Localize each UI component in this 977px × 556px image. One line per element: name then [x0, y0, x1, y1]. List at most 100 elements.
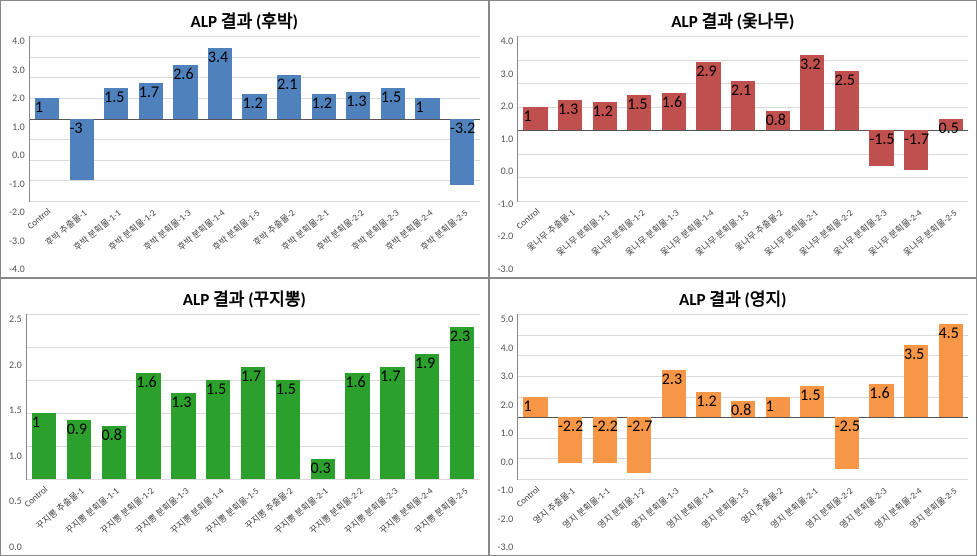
bar: -2.2 [558, 417, 582, 462]
bar: 1.2 [312, 94, 336, 119]
y-tick-label: 1.0 [501, 428, 514, 438]
bar: 1.6 [869, 384, 893, 417]
bar: 1 [523, 107, 547, 131]
bar-slot: -2.2 [587, 314, 622, 479]
bar: 1.7 [241, 367, 265, 479]
bar-slot: 1 [760, 314, 795, 479]
bar-slot: 1.5 [622, 36, 657, 201]
bar: 1.3 [171, 393, 195, 479]
y-tick-label: 4.0 [501, 343, 514, 353]
bar: 0.8 [731, 401, 755, 418]
y-tick-label: -4.0 [9, 264, 25, 274]
bar: 1 [415, 98, 439, 119]
x-tick-label: Control [22, 484, 50, 510]
y-axis: 4.03.02.01.00.0-1.0-2.0-3.0-4.0 [9, 36, 29, 274]
y-tick-label: 3.0 [501, 371, 514, 381]
bars-container: 1-2.2-2.2-2.72.31.20.811.5-2.51.63.54.5 [518, 314, 968, 479]
plot-and-x: 10.90.81.61.31.51.71.50.31.61.71.92.3Con… [26, 314, 480, 552]
bars-container: 11.31.21.51.62.92.10.83.22.5-1.5-1.70.5 [518, 36, 968, 201]
bar: 0.3 [311, 459, 335, 479]
bar-slot: 2.1 [726, 36, 761, 201]
bar-slot: 3.5 [899, 314, 934, 479]
plot-area: 11.31.21.51.62.92.10.83.22.5-1.5-1.70.5 [517, 36, 968, 202]
x-label-slot: 꾸지뽕 분획물-2-5 [445, 480, 480, 552]
bar: 2.5 [835, 71, 859, 130]
bar-slot: 1.3 [553, 36, 588, 201]
y-axis: 2.52.01.51.00.50.0 [9, 314, 26, 552]
x-label-slot: 영지 분획물-2-5 [933, 480, 968, 552]
bar-slot: 1.6 [340, 314, 375, 479]
bar: 2.9 [696, 62, 720, 130]
y-tick-label: -1.0 [498, 485, 514, 495]
y-tick-label: 0.0 [501, 166, 514, 176]
bar: 1.3 [558, 100, 582, 131]
y-tick-label: 2.5 [9, 314, 22, 324]
bar-slot: 0.8 [726, 314, 761, 479]
x-axis-labels: Control후박 추출물-1후박 분획물-1-1후박 분획물-1-2후박 분획… [29, 202, 480, 274]
y-tick-label: 1.0 [9, 451, 22, 461]
bar: -3 [70, 119, 94, 181]
bar: 2.3 [662, 370, 686, 417]
y-tick-label: 2.0 [9, 360, 22, 370]
plot-area: 10.90.81.61.31.51.71.50.31.61.71.92.3 [26, 314, 480, 480]
bar-slot: 2.1 [272, 36, 307, 201]
bar: 0.9 [67, 420, 91, 479]
bar-slot: 0.8 [760, 36, 795, 201]
plot-area: 1-2.2-2.2-2.72.31.20.811.5-2.51.63.54.5 [517, 314, 968, 480]
bar-slot: 1 [410, 36, 445, 201]
y-tick-label: -1.0 [9, 179, 25, 189]
bar: 1.7 [139, 83, 163, 118]
bar-slot: 1.3 [166, 314, 201, 479]
bars-container: 1-31.51.72.63.41.22.11.21.31.51-3.2 [30, 36, 480, 201]
bar: 1.5 [381, 88, 405, 119]
bar: -1.5 [869, 130, 893, 165]
bar: -2.2 [593, 417, 617, 462]
bar: 3.5 [904, 345, 928, 417]
bar-slot: 2.9 [691, 36, 726, 201]
bar-slot: 1 [30, 36, 65, 201]
y-tick-label: -1.0 [498, 199, 514, 209]
y-tick-label: 4.0 [12, 36, 25, 46]
y-tick-label: 2.0 [12, 93, 25, 103]
chart-panel-2: ALP 결과 (꾸지뽕)2.52.01.51.00.50.010.90.81.6… [0, 278, 489, 556]
bar-slot: 1.5 [201, 314, 236, 479]
bar: 4.5 [939, 324, 963, 417]
bar: 1.6 [345, 373, 369, 479]
y-tick-label: 0.0 [501, 457, 514, 467]
bar-slot: 0.3 [305, 314, 340, 479]
bar-slot: 1.6 [864, 314, 899, 479]
chart-title: ALP 결과 (영지) [498, 285, 969, 310]
plot-and-x: 11.31.21.51.62.92.10.83.22.5-1.5-1.70.5C… [517, 36, 968, 274]
y-tick-label: 2.0 [501, 101, 514, 111]
chart-panel-3: ALP 결과 (영지)5.04.03.02.01.00.0-1.0-2.0-3.… [489, 278, 977, 556]
bar: 1.7 [380, 367, 404, 479]
y-tick-label: 5.0 [501, 314, 514, 324]
y-tick-label: -3.0 [498, 264, 514, 274]
plot-wrap: 4.03.02.01.00.0-1.0-2.0-3.011.31.21.51.6… [498, 36, 969, 274]
bar-slot: 4.5 [933, 314, 968, 479]
bar-slot: -3 [64, 36, 99, 201]
bar: 0.8 [102, 426, 126, 479]
bar: 1 [766, 397, 790, 418]
bar-slot: 1.7 [375, 314, 410, 479]
bar: 2.6 [173, 65, 197, 119]
bar-slot: 1.2 [587, 36, 622, 201]
y-tick-label: 4.0 [501, 36, 514, 46]
y-tick-label: 2.0 [501, 400, 514, 410]
chart-panel-0: ALP 결과 (후박)4.03.02.01.00.0-1.0-2.0-3.0-4… [0, 0, 489, 278]
bar-slot: 2.3 [445, 314, 480, 479]
y-tick-label: 3.0 [12, 65, 25, 75]
bar-slot: 2.5 [830, 36, 865, 201]
bar-slot: 1.3 [341, 36, 376, 201]
bar-slot: 2.6 [168, 36, 203, 201]
bar-slot: 1 [27, 314, 62, 479]
bar: 1 [523, 397, 547, 418]
bar-slot: 1.5 [376, 36, 411, 201]
bar: 1.5 [276, 380, 300, 479]
bar-slot: -3.2 [445, 36, 480, 201]
y-tick-label: -2.0 [498, 231, 514, 241]
bar: -2.5 [835, 417, 859, 469]
chart-panel-1: ALP 결과 (옻나무)4.03.02.01.00.0-1.0-2.0-3.01… [489, 0, 977, 278]
bar: 3.2 [800, 55, 824, 130]
bar: 2.1 [731, 81, 755, 131]
